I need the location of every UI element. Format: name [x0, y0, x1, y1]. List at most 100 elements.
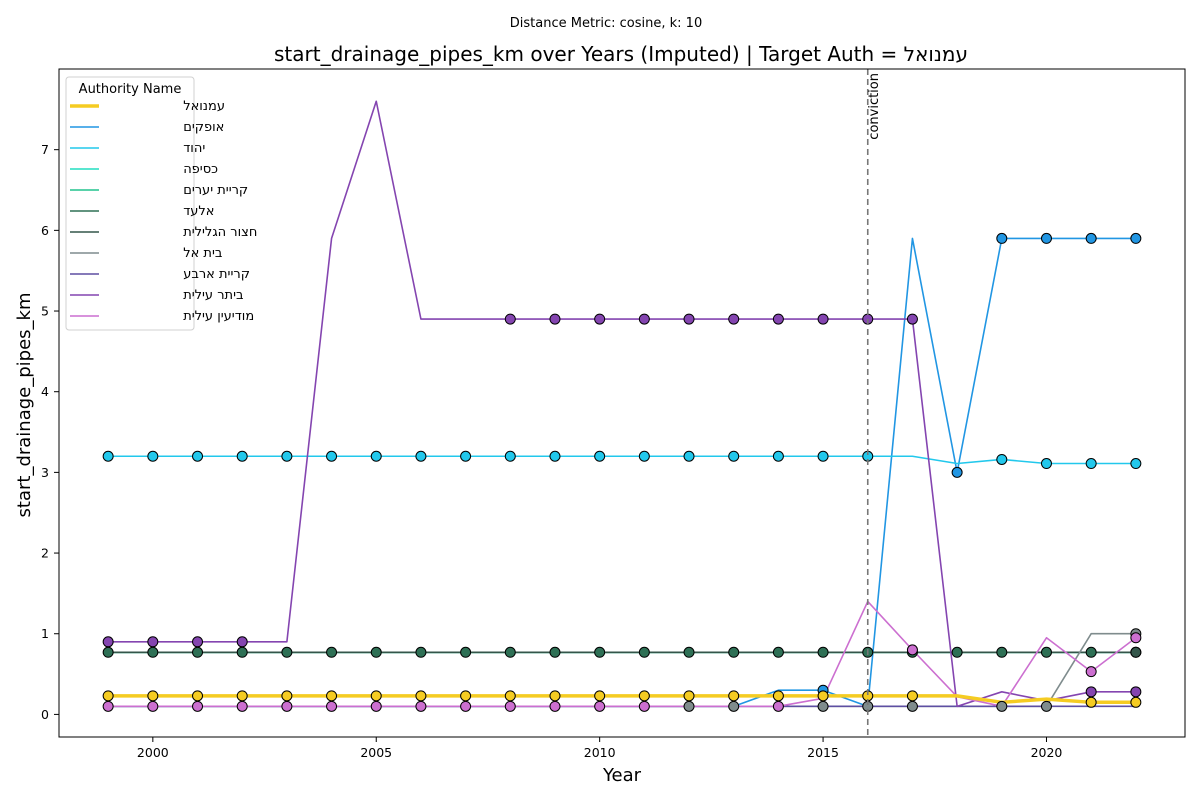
- y-axis: 0 1 2 3 4 5 6 7: [41, 142, 59, 722]
- series-marker-2-2019: [996, 453, 1008, 465]
- series-marker-9-2022: [1130, 686, 1142, 698]
- series-marker-7-2019: [996, 700, 1008, 712]
- x-axis: 2000 2005 2010 2015 2020: [137, 737, 1063, 760]
- series-marker-9-2010: [594, 313, 606, 325]
- series-marker-1-2018: [951, 466, 963, 478]
- series-marker-0-2001: [192, 690, 204, 702]
- series-marker-10-2017: [906, 644, 918, 656]
- series-marker-5-2008: [504, 646, 516, 658]
- series-marker-5-2020: [1040, 646, 1052, 658]
- series-marker-5-2005: [370, 646, 382, 658]
- series-marker-10-2009: [549, 700, 561, 712]
- legend-label-0: עמנואל: [183, 99, 225, 114]
- series-marker-2-2003: [281, 450, 293, 462]
- y-tick-label-4: 4: [41, 384, 49, 399]
- series-marker-2-2005: [370, 450, 382, 462]
- x-tick-label-2: 2010: [584, 745, 616, 760]
- x-axis-label: Year: [602, 765, 642, 786]
- series-marker-10-2010: [594, 700, 606, 712]
- series-marker-10-2002: [236, 700, 248, 712]
- y-tick-label-7: 7: [41, 142, 49, 157]
- series-marker-2-2007: [460, 450, 472, 462]
- series-line-0: [106, 694, 1138, 705]
- legend-label-2: יהוד: [183, 141, 205, 156]
- series-marker-10-2021: [1085, 666, 1097, 678]
- series-marker-0-2005: [370, 690, 382, 702]
- series-marker-5-2007: [460, 646, 472, 658]
- series-marker-2-2004: [326, 450, 338, 462]
- legend-label-10: מודיעין עילית: [183, 309, 254, 324]
- series-marker-10-2006: [415, 700, 427, 712]
- series-marker-2-2011: [638, 450, 650, 462]
- series-markers: [102, 232, 1142, 712]
- series-marker-2-2022: [1130, 458, 1142, 470]
- series-marker-10-2005: [370, 700, 382, 712]
- series-marker-5-2002: [236, 646, 248, 658]
- series-marker-0-2002: [236, 690, 248, 702]
- legend-entries: עמנואל אופקים יהוד כסיפה קריית יערים אלעד חצור…: [70, 99, 257, 324]
- series-marker-7-2012: [683, 700, 695, 712]
- series-marker-0-2000: [147, 690, 159, 702]
- legend-label-5: אלעד: [183, 204, 214, 219]
- plot-area: conviction: [58, 68, 1186, 738]
- y-tick-label-6: 6: [41, 223, 49, 238]
- series-marker-2-2012: [683, 450, 695, 462]
- legend: Authority Name עמנואל אופקים יהוד כסיפה קריי…: [65, 76, 257, 331]
- series-marker-0-2013: [728, 690, 740, 702]
- y-axis-label: start_drainage_pipes_km: [14, 293, 35, 518]
- series-marker-10-2014: [772, 700, 784, 712]
- legend-label-1: אופקים: [183, 120, 224, 135]
- series-marker-2-2006: [415, 450, 427, 462]
- series-marker-10-1999: [102, 700, 114, 712]
- series-marker-9-2011: [638, 313, 650, 325]
- series-marker-0-2003: [281, 690, 293, 702]
- legend-label-8: קריית ארבע: [183, 267, 250, 282]
- y-tick-label-1: 1: [41, 626, 49, 641]
- series-marker-2-2015: [817, 450, 829, 462]
- series-marker-2-2020: [1040, 458, 1052, 470]
- y-tick-label-3: 3: [41, 465, 49, 480]
- y-tick-label-0: 0: [41, 707, 49, 722]
- series-marker-10-2001: [192, 700, 204, 712]
- series-marker-2-2002: [236, 450, 248, 462]
- series-marker-10-2003: [281, 700, 293, 712]
- series-marker-7-2013: [728, 700, 740, 712]
- series-marker-2-2021: [1085, 458, 1097, 470]
- series-marker-0-1999: [102, 690, 114, 702]
- series-marker-9-2001: [192, 636, 204, 648]
- series-marker-5-2012: [683, 646, 695, 658]
- legend-box: [65, 76, 195, 331]
- series-marker-1-2019: [996, 232, 1008, 244]
- legend-title: Authority Name: [79, 82, 182, 97]
- y-tick-label-2: 2: [41, 546, 49, 561]
- series-marker-2-2009: [549, 450, 561, 462]
- series-marker-2-1999: [102, 450, 114, 462]
- y-tick-label-5: 5: [41, 304, 49, 319]
- series-marker-9-2013: [728, 313, 740, 325]
- series-marker-10-2022: [1130, 632, 1142, 644]
- series-line-2: [107, 455, 1137, 465]
- series-marker-2-2000: [147, 450, 159, 462]
- legend-label-7: בית אל: [183, 246, 222, 261]
- series-marker-0-2011: [638, 690, 650, 702]
- series-marker-9-2021: [1085, 686, 1097, 698]
- series-marker-9-2015: [817, 313, 829, 325]
- series-marker-0-2006: [415, 690, 427, 702]
- series-marker-0-2007: [460, 690, 472, 702]
- series-marker-2-2010: [594, 450, 606, 462]
- series-marker-5-1999: [102, 646, 114, 658]
- legend-label-3: כסיפה: [183, 162, 218, 177]
- series-marker-0-2012: [683, 690, 695, 702]
- chart-title: start_drainage_pipes_km over Years (Impu…: [274, 42, 968, 66]
- series-marker-10-2011: [638, 700, 650, 712]
- series-marker-7-2015: [817, 700, 829, 712]
- series-marker-0-2008: [504, 690, 516, 702]
- x-tick-label-4: 2020: [1031, 745, 1063, 760]
- x-tick-label-3: 2015: [807, 745, 839, 760]
- series-marker-6-2022: [1130, 646, 1142, 658]
- series-marker-9-2012: [683, 313, 695, 325]
- series-marker-5-2011: [638, 646, 650, 658]
- series-marker-2-2014: [772, 450, 784, 462]
